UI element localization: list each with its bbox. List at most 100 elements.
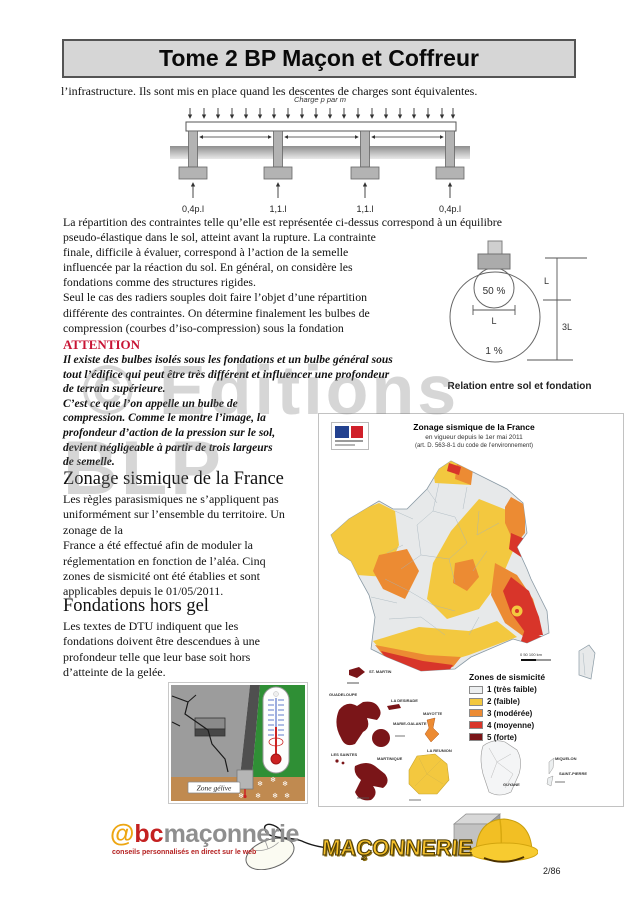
- guadeloupe-shape: [336, 701, 381, 746]
- load-distribution-figure: Charge p par m: [170, 95, 470, 223]
- svg-text:❄: ❄: [272, 792, 278, 800]
- map-legend: Zones de sismicité 1 (très faible) 2 (fa…: [469, 672, 599, 743]
- svg-text:❄: ❄: [284, 792, 290, 800]
- page-number: 2/86: [543, 866, 561, 876]
- computer-mouse: [245, 823, 348, 870]
- mouse-cable: [263, 823, 348, 852]
- bulb-1pct-label: 1 %: [485, 346, 502, 357]
- wall-edge: [240, 685, 260, 777]
- pressure-bulb-diagram: 50 % 1 % L L 3L: [449, 240, 587, 363]
- overseas-territories: ST. MARTIN GUADELOUPE LA DESIRADE MARIE-…: [329, 667, 587, 801]
- legend-swatch-zone5: [469, 733, 483, 742]
- legend-row: 2 (faible): [469, 696, 599, 708]
- legend-swatch-zone3: [469, 709, 483, 718]
- frost-zone-label: Zone gélive: [197, 784, 232, 793]
- department-borders: [370, 482, 500, 636]
- logo-at-symbol: @: [110, 820, 135, 848]
- maconnerie-badge: MAÇONNERIE: [321, 834, 474, 860]
- footings: [178, 166, 465, 180]
- intro-paragraph: l’infrastructure. Ils sont mis en place …: [61, 84, 478, 98]
- island-label: MARIE-GALANTE: [393, 721, 427, 726]
- map-scale-label: 0 50 100 km: [520, 652, 543, 657]
- ground-strip: [170, 146, 470, 159]
- soil-bulb-figure: 50 % 1 % L L 3L Relation entre sol et fo…: [437, 236, 602, 392]
- legend-swatch-zone4: [469, 721, 483, 730]
- snowflakes: ❄ ❄ ❄ ❄ ❄ ❄ ❄: [238, 776, 290, 800]
- columns: [188, 130, 455, 168]
- svg-text:❄: ❄: [257, 780, 263, 788]
- island-label: LA DESIRADE: [391, 698, 418, 703]
- reaction-label: 1,1.l: [269, 204, 286, 214]
- legend-row: 4 (moyenne): [469, 719, 599, 731]
- frost-heading: Fondations hors gel: [63, 596, 209, 616]
- svg-text:❄: ❄: [255, 792, 261, 800]
- bc-maconnerie-logo: @bcmaçonnerie: [110, 820, 299, 848]
- island-label: LES SAINTES: [331, 752, 358, 757]
- bulb-figure-caption: Relation entre sol et fondation: [447, 381, 592, 392]
- thermometer: [262, 686, 290, 774]
- seismic-body: Les règles parasismiques ne s’appliquent…: [63, 492, 285, 599]
- load-caption: Charge p par m: [293, 95, 347, 104]
- legend-row: 3 (modérée): [469, 708, 599, 720]
- attention-title: ATTENTION: [63, 337, 141, 352]
- svg-text:❄: ❄: [238, 792, 244, 800]
- gov-ministry-logo: [331, 422, 369, 450]
- island-label: LA REUNION: [427, 748, 452, 753]
- beam: [185, 121, 457, 132]
- island-label: GUADELOUPE: [329, 692, 358, 697]
- miquelon-shape: [548, 757, 555, 775]
- frost-body: Les textes de DTU indiquent que les fond…: [63, 619, 260, 680]
- saint-pierre-shape: [546, 775, 554, 787]
- map-scale-bar: 0 50 100 km: [520, 652, 551, 661]
- legend-title: Zones de sismicité: [469, 672, 546, 682]
- logo-red-block: [351, 426, 363, 438]
- map-reference: (art. D. 563-8-1 du code de l’environnem…: [414, 443, 534, 449]
- dim-L-side: L: [544, 276, 549, 286]
- legend-swatch-zone2: [469, 697, 483, 706]
- mayotte-shape: [424, 717, 440, 743]
- svg-text:❄: ❄: [270, 776, 276, 784]
- column-stub: [487, 240, 503, 255]
- st-martin-shape: [349, 667, 365, 678]
- reaction-label: 1,1.l: [356, 204, 373, 214]
- svg-text:❄: ❄: [282, 780, 288, 788]
- reaction-arrows: [190, 182, 453, 198]
- helmet-dome: [475, 818, 533, 851]
- frost-drip: [243, 794, 247, 799]
- la-reunion-shape: [408, 753, 450, 795]
- martinique-shape: [354, 763, 388, 801]
- foundation-load-diagram: 0,4p.l 1,1.l 1,1.l 0,4p.l: [170, 108, 470, 214]
- france-seismic-map: 0 50 100 km: [330, 460, 596, 680]
- marie-galante-shape: [372, 729, 390, 747]
- helmet-strap: [483, 856, 525, 863]
- legend-row: 1 (très faible): [469, 684, 599, 696]
- dim-3L: 3L: [562, 322, 572, 332]
- distributed-load-arrows: [187, 108, 456, 119]
- island-label: MIQUELON: [555, 756, 577, 761]
- bulb-50pct-label: 50 %: [483, 286, 506, 297]
- reaction-label: 0,4p.l: [182, 204, 204, 214]
- seismic-map-panel: Zonage sismique de la France en vigueur …: [318, 413, 624, 807]
- island-label: MAYOTTE: [423, 711, 443, 716]
- island-label: MARTINIQUE: [377, 756, 403, 761]
- hard-hat-graphic: [453, 813, 538, 863]
- island-label: GUYANE: [503, 782, 520, 787]
- map-title: Zonage sismique de la France: [413, 422, 535, 432]
- footing-block: [477, 253, 511, 270]
- island-label: ST. MARTIN: [369, 669, 392, 674]
- logo-tagline: conseils personnalisés en direct sur le …: [112, 849, 257, 856]
- legend-swatch-zone1: [469, 685, 483, 694]
- reaction-label: 0,4p.l: [439, 204, 461, 214]
- frost-depth-illustration: ❄ ❄ ❄ ❄ ❄ ❄ ❄ Zone gélive: [168, 682, 308, 804]
- dim-L-bottom: L: [491, 316, 496, 326]
- island-label: SAINT-PIERRE: [559, 771, 587, 776]
- dimension-lines: [472, 257, 587, 361]
- large-bulb: [449, 271, 541, 363]
- la-desirade-shape: [387, 704, 401, 710]
- logo-blue-block: [335, 426, 349, 438]
- map-subtitle: en vigueur depuis le 1er mai 2011: [425, 434, 523, 441]
- attention-body: Il existe des bulbes isolés sous les fon…: [63, 354, 393, 469]
- legend-row: 5 (forte): [469, 731, 599, 743]
- page-title: Tome 2 BP Maçon et Coffreur: [62, 39, 576, 78]
